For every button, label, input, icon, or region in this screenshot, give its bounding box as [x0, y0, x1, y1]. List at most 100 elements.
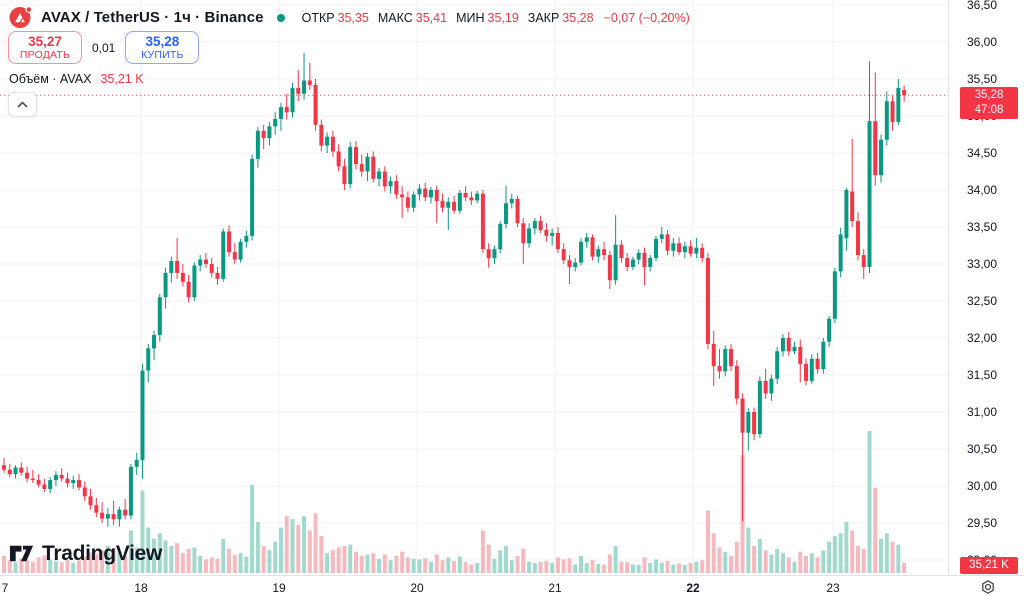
candle-body	[509, 198, 514, 204]
price-axis[interactable]: 36,5036,0035,5035,0034,5034,0033,5033,00…	[949, 0, 1024, 575]
axis-settings-gear-icon[interactable]	[979, 579, 997, 597]
symbol-title[interactable]: AVAX / TetherUS · 1ч · Binance	[41, 9, 264, 26]
volume-bar	[25, 559, 30, 573]
candle-body	[590, 237, 595, 257]
candle-body	[313, 84, 318, 125]
candle-body	[342, 166, 347, 185]
volume-bar	[527, 561, 532, 573]
candle-body	[319, 124, 324, 146]
ohlc-close-label: ЗАКР	[527, 10, 560, 25]
volume-bar	[111, 548, 116, 573]
current-price-value: 35,28	[974, 89, 1004, 102]
time-axis[interactable]: 7 18 19 20 21 22 23	[0, 576, 1024, 603]
candle-body	[157, 297, 162, 336]
candlestick-chart[interactable]	[0, 0, 948, 575]
volume-bar	[884, 533, 889, 573]
candle-body	[584, 237, 589, 242]
candle-body	[630, 259, 635, 267]
volume-bar	[302, 516, 307, 573]
candle-wick	[742, 393, 744, 522]
tradingview-watermark[interactable]: TradingView	[8, 540, 162, 567]
candle-body	[255, 130, 260, 159]
volume-bar	[371, 553, 376, 573]
volume-bar	[13, 562, 18, 573]
candle-body	[619, 244, 624, 259]
price-axis-label: 32,50	[967, 294, 998, 308]
candle-body	[625, 258, 630, 267]
candle-body	[7, 469, 12, 475]
volume-bar	[792, 561, 797, 573]
candle-body	[30, 478, 35, 481]
volume-bar	[642, 557, 647, 573]
volume-bar	[134, 547, 139, 573]
candle-body	[867, 121, 872, 267]
candle-body	[798, 346, 803, 364]
candle-body	[411, 194, 416, 208]
candle-body	[273, 118, 278, 127]
candle-wick	[113, 500, 115, 526]
time-axis-label: 22	[686, 581, 700, 595]
volume-bar	[388, 560, 393, 573]
candle-body	[123, 509, 128, 516]
candle-body	[428, 190, 433, 198]
volume-bar	[665, 561, 670, 573]
candle-body	[752, 412, 757, 435]
candle-body	[775, 351, 780, 379]
candle-body	[844, 190, 849, 239]
candle-wick	[297, 70, 299, 102]
volume-bar	[428, 561, 433, 573]
volume-bar	[359, 555, 364, 573]
current-volume-label: 35,21 K	[960, 557, 1018, 574]
volume-bar	[128, 530, 133, 573]
candle-body	[365, 156, 370, 172]
volume-bar	[180, 553, 185, 573]
volume-bar	[694, 561, 699, 573]
candle-body	[325, 136, 330, 146]
candle-body	[140, 370, 145, 461]
candle-body	[111, 514, 116, 520]
candle-body	[804, 363, 809, 381]
candle-wick	[124, 499, 126, 520]
candle-body	[503, 203, 508, 225]
candle-body	[827, 318, 832, 342]
candle-body	[336, 151, 341, 167]
candle-body	[284, 107, 289, 113]
ohlc-high-label: МАКС	[377, 10, 413, 25]
candle-body	[700, 247, 705, 259]
candle-body	[809, 358, 814, 381]
candle-body	[873, 121, 878, 176]
volume-bar	[382, 554, 387, 573]
sell-button[interactable]: 35,27 ПРОДАТЬ	[8, 31, 82, 64]
price-axis-label: 34,00	[967, 183, 998, 197]
ohlc-low-value: 35,19	[487, 10, 519, 25]
volume-bar	[140, 490, 145, 573]
volume-bar	[255, 521, 260, 573]
volume-bar	[879, 538, 884, 573]
candle-body	[763, 380, 768, 394]
volume-bar	[532, 563, 537, 573]
volume-bar	[896, 544, 901, 573]
collapse-pane-button[interactable]	[8, 92, 37, 117]
volume-bar	[100, 550, 105, 573]
volume-study-title[interactable]: Объём · AVAX	[9, 72, 92, 86]
volume-bar	[209, 557, 214, 573]
volume-bar	[19, 558, 24, 573]
volume-bar	[809, 553, 814, 573]
candle-body	[278, 107, 283, 119]
candle-body	[221, 231, 226, 279]
candle-body	[879, 139, 884, 176]
volume-bar	[192, 547, 197, 573]
volume-bar	[584, 563, 589, 573]
chevron-up-icon	[17, 101, 28, 108]
time-axis-label: 7	[1, 581, 9, 595]
volume-bar	[769, 554, 774, 573]
volume-bar	[7, 560, 12, 573]
candle-body	[440, 201, 445, 208]
volume-bar	[654, 559, 659, 573]
buy-button[interactable]: 35,28 КУПИТЬ	[125, 31, 200, 64]
candle-body	[769, 378, 774, 394]
volume-bar	[844, 521, 849, 573]
volume-bar	[440, 560, 445, 573]
candle-body	[434, 190, 439, 202]
volume-bar	[267, 550, 272, 573]
